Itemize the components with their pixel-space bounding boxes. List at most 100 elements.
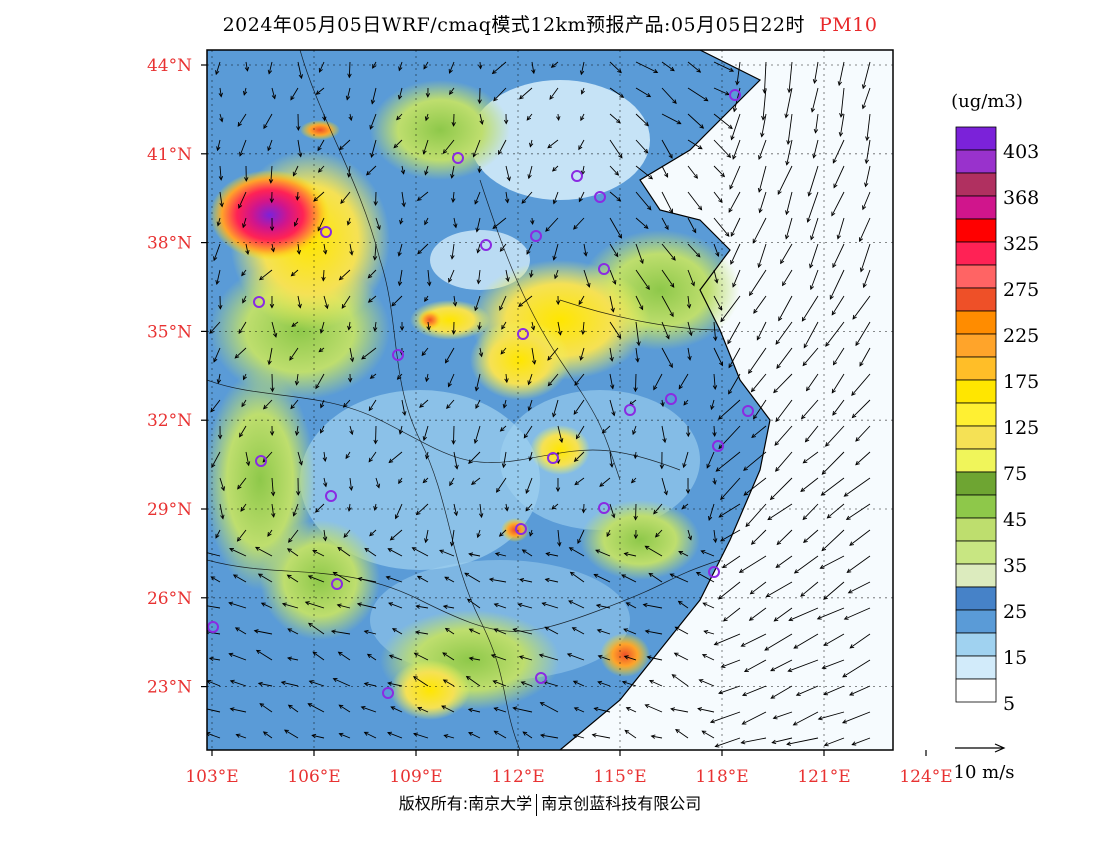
city-marker (665, 393, 677, 405)
wind-arrow-head (749, 590, 755, 595)
wind-arrow (578, 295, 585, 305)
wind-arrow (713, 347, 723, 366)
colorbar-tick-label: 5 (1003, 693, 1015, 715)
wind-arrow-head (612, 279, 617, 285)
wind-arrow-head (505, 277, 510, 283)
wind-arrow-head (599, 482, 604, 487)
wind-arrow (323, 451, 326, 462)
wind-arrow-head (693, 174, 699, 179)
wind-arrow (862, 87, 871, 109)
wind-arrow (238, 321, 247, 334)
wind-arrow (825, 321, 845, 347)
wind-arrow-head (468, 656, 474, 661)
wind-arrow-head (242, 298, 247, 304)
wind-arrow-head (714, 743, 720, 748)
wind-arrow-head (732, 282, 737, 288)
wind-arrow (245, 61, 248, 71)
wind-arrow-head (775, 340, 780, 345)
wind-arrow (710, 399, 715, 410)
wind-arrow-head (623, 628, 629, 633)
wind-arrow-head (804, 437, 810, 443)
wind-arrow (696, 572, 715, 583)
wind-arrow (643, 604, 663, 609)
wind-arrow-head (512, 706, 518, 711)
wind-arrow (339, 139, 351, 150)
wind-arrow (609, 347, 613, 362)
city-marker (207, 621, 219, 633)
wind-arrow (653, 503, 663, 514)
wind-arrow (217, 373, 221, 384)
wind-arrow-head (370, 152, 375, 158)
colorbar-segment (955, 287, 997, 312)
wind-arrow (609, 321, 621, 339)
city-marker (571, 170, 583, 182)
wind-arrow-head (496, 487, 501, 493)
city-marker (253, 296, 265, 308)
wind-arrow (840, 87, 845, 117)
wind-arrow-head (758, 208, 763, 214)
wind-arrow-head (296, 249, 302, 255)
wind-arrow-head (294, 431, 300, 436)
wind-arrow-head (528, 456, 533, 462)
wind-arrow (578, 191, 585, 202)
wind-arrow (578, 139, 585, 150)
wind-arrow-head (324, 304, 329, 310)
wind-arrow (209, 321, 221, 334)
wind-arrow (596, 604, 611, 609)
wind-arrow (713, 321, 717, 341)
wind-arrow-head (398, 429, 404, 435)
wind-arrow-head (611, 513, 616, 519)
wind-arrow (492, 61, 507, 74)
wind-arrow-head (678, 384, 683, 390)
wind-arrow (713, 139, 731, 158)
wind-arrow-head (743, 466, 748, 471)
wind-arrow-head (332, 571, 338, 577)
colorbar-segment (955, 609, 997, 634)
wind-arrow (849, 633, 871, 649)
wind-arrow (780, 243, 793, 264)
wind-arrow (661, 165, 669, 178)
city-marker (598, 502, 610, 514)
wind-arrow-head (286, 548, 292, 553)
wind-arrow (821, 451, 845, 475)
wind-arrow (513, 707, 533, 713)
wind-arrow-head (720, 317, 725, 323)
wind-arrow-head (356, 602, 362, 607)
wind-arrow (369, 529, 377, 536)
wind-arrow (343, 399, 351, 408)
wind-arrow (448, 373, 455, 387)
wind-arrow (395, 503, 403, 519)
wind-arrow-head (211, 463, 216, 469)
wind-arrow-head (713, 641, 719, 646)
wind-arrow-head (825, 342, 830, 347)
wind-arrow-head (769, 495, 775, 501)
wind-arrow (661, 113, 681, 125)
wind-arrow (412, 547, 429, 557)
wind-arrow-head (322, 457, 328, 462)
wind-arrow (323, 243, 327, 254)
wind-arrow-head (701, 730, 707, 735)
wind-arrow (333, 572, 351, 583)
wind-arrow-head (772, 715, 778, 720)
wind-arrow-head (363, 682, 369, 687)
wind-arrow (539, 654, 559, 661)
wind-arrow (287, 548, 299, 557)
wind-arrow (553, 243, 559, 260)
wind-arrow (661, 399, 664, 407)
wind-arrow (255, 547, 273, 557)
wind-arrow-head (526, 250, 531, 255)
wind-arrow (281, 681, 299, 687)
wind-arrow (862, 191, 871, 210)
wind-arrow (577, 529, 585, 544)
wind-arrow-head (579, 355, 584, 361)
wind-arrow-head (707, 516, 713, 521)
wind-arrow (492, 217, 507, 229)
wind-arrow (531, 217, 534, 225)
wind-arrow-head (644, 629, 650, 634)
wind-arrow-head (464, 572, 470, 577)
wind-arrow (451, 243, 455, 259)
wind-arrow-head (454, 464, 459, 470)
wind-arrow (443, 605, 455, 609)
city-marker (480, 239, 492, 251)
